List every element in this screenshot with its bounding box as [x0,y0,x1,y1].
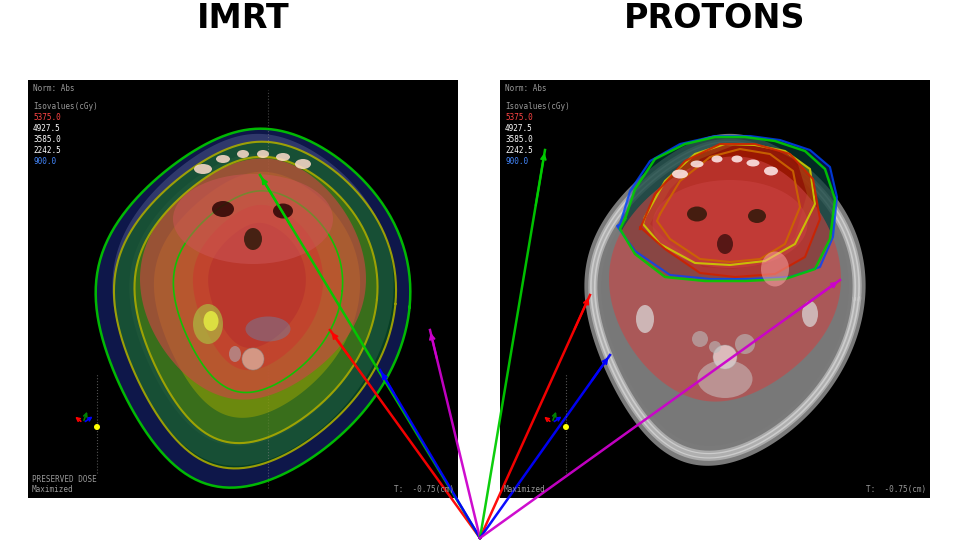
Ellipse shape [653,180,807,268]
Text: Isovalues(cGy): Isovalues(cGy) [33,102,98,111]
Ellipse shape [690,161,704,168]
Ellipse shape [276,153,290,161]
Ellipse shape [295,159,311,169]
Text: 4927.5: 4927.5 [505,124,533,133]
Text: 2242.5: 2242.5 [33,146,60,155]
Ellipse shape [698,360,753,398]
Ellipse shape [173,174,333,264]
Polygon shape [640,144,820,277]
Text: Norm: Abs: Norm: Abs [33,84,75,93]
Ellipse shape [94,424,100,430]
Ellipse shape [692,331,708,347]
Polygon shape [134,157,377,443]
Polygon shape [130,153,376,446]
Polygon shape [657,149,800,262]
Polygon shape [585,134,866,466]
Text: Maximized: Maximized [504,485,545,494]
Ellipse shape [709,341,721,353]
Ellipse shape [257,150,269,158]
Ellipse shape [687,207,707,221]
Text: 5375.0: 5375.0 [505,113,533,122]
Ellipse shape [761,252,789,287]
Polygon shape [650,145,807,269]
Text: PROTONS: PROTONS [624,2,805,35]
Ellipse shape [748,209,766,223]
Text: T:  -0.75(cm): T: -0.75(cm) [394,485,454,494]
Ellipse shape [747,159,759,167]
Polygon shape [620,137,835,281]
Bar [28,80,458,498]
Ellipse shape [273,203,293,219]
Polygon shape [193,205,324,370]
Ellipse shape [563,424,569,430]
Ellipse shape [244,228,262,250]
Text: 5375.0: 5375.0 [33,113,60,122]
Text: IMRT: IMRT [197,2,289,35]
Polygon shape [140,158,366,399]
Ellipse shape [735,334,755,354]
Text: 2242.5: 2242.5 [505,146,533,155]
Ellipse shape [204,311,219,331]
Ellipse shape [717,234,733,254]
Polygon shape [601,153,849,446]
Text: Isovalues(cGy): Isovalues(cGy) [505,102,569,111]
Text: 900.0: 900.0 [505,157,528,166]
Bar [500,80,930,498]
Polygon shape [154,172,360,418]
Text: PRESERVED DOSE
Maximized: PRESERVED DOSE Maximized [32,475,97,494]
Text: T:  -0.75(cm): T: -0.75(cm) [866,485,926,494]
Polygon shape [643,144,815,265]
Polygon shape [114,142,396,469]
Polygon shape [112,134,394,466]
Ellipse shape [732,156,742,163]
Polygon shape [617,136,837,279]
Text: Norm: Abs: Norm: Abs [505,84,546,93]
Text: 3585.0: 3585.0 [505,135,533,144]
Ellipse shape [672,169,688,179]
Ellipse shape [212,201,234,217]
Ellipse shape [242,348,264,370]
Polygon shape [96,129,410,488]
Text: 3585.0: 3585.0 [33,135,60,144]
Ellipse shape [802,301,818,327]
Ellipse shape [764,167,778,175]
Ellipse shape [711,156,723,163]
Ellipse shape [216,155,230,163]
Ellipse shape [237,150,249,158]
Polygon shape [174,191,343,392]
Polygon shape [208,223,306,348]
Ellipse shape [229,346,241,362]
Ellipse shape [193,304,223,344]
Ellipse shape [194,164,212,174]
Polygon shape [609,156,841,402]
Text: 900.0: 900.0 [33,157,56,166]
Ellipse shape [636,305,654,333]
Text: 4927.5: 4927.5 [33,124,60,133]
Ellipse shape [713,345,737,369]
Ellipse shape [246,317,291,341]
